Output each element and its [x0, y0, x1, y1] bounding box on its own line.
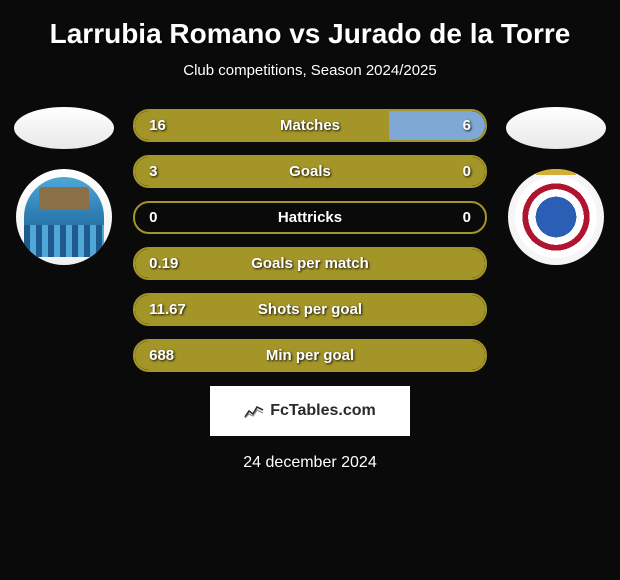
player-right-column: [502, 107, 610, 265]
club-badge-left: [16, 169, 112, 265]
stat-row: 688 Min per goal: [133, 339, 487, 372]
player-left-photo-placeholder: [14, 107, 114, 149]
stat-value-left: 0.19: [149, 255, 178, 272]
stat-row: 3 Goals 0: [133, 155, 487, 188]
stat-fill-left: [135, 111, 389, 140]
stat-row: 0.19 Goals per match: [133, 247, 487, 280]
stat-value-left: 688: [149, 347, 174, 364]
source-logo-box: FcTables.com: [210, 386, 410, 436]
club-badge-right: [508, 169, 604, 265]
stat-label: Goals: [289, 163, 331, 180]
player-left-column: [10, 107, 118, 265]
logo-text: FcTables.com: [270, 402, 376, 420]
comparison-infographic: Larrubia Romano vs Jurado de la Torre Cl…: [0, 0, 620, 580]
subtitle: Club competitions, Season 2024/2025: [10, 62, 610, 79]
stat-value-left: 16: [149, 117, 166, 134]
stat-label: Min per goal: [266, 347, 354, 364]
stat-row: 11.67 Shots per goal: [133, 293, 487, 326]
stat-value-left: 3: [149, 163, 157, 180]
stat-label: Goals per match: [251, 255, 369, 272]
stat-value-left: 11.67: [149, 301, 186, 318]
malaga-badge-graphic: [24, 177, 104, 257]
stat-label: Hattricks: [278, 209, 342, 226]
stat-label: Matches: [280, 117, 340, 134]
stat-row: 0 Hattricks 0: [133, 201, 487, 234]
date-text: 24 december 2024: [10, 454, 610, 472]
stat-label: Shots per goal: [258, 301, 362, 318]
stat-value-right: 0: [463, 163, 471, 180]
stat-row: 16 Matches 6: [133, 109, 487, 142]
stat-value-left: 0: [149, 209, 157, 226]
main-content: 16 Matches 6 3 Goals 0 0 Hattricks 0 0.19 Goals pe…: [10, 107, 610, 372]
stat-value-right: 6: [463, 117, 471, 134]
depor-badge-graphic: [515, 176, 597, 258]
stat-value-right: 0: [463, 209, 471, 226]
page-title: Larrubia Romano vs Jurado de la Torre: [10, 18, 610, 50]
logo-chart-icon: [244, 403, 264, 419]
player-right-photo-placeholder: [506, 107, 606, 149]
stats-column: 16 Matches 6 3 Goals 0 0 Hattricks 0 0.19 Goals pe…: [133, 107, 487, 372]
